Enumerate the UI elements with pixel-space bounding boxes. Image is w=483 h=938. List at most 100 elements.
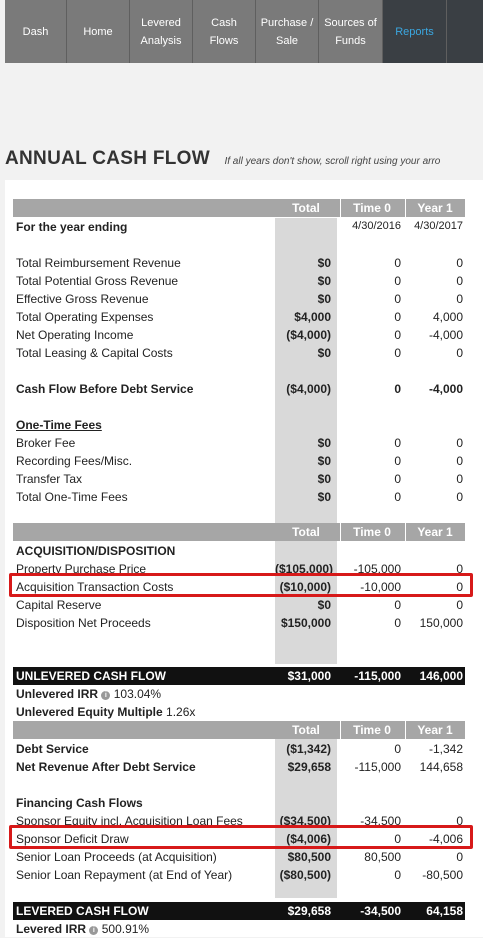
row-total: $29,658: [287, 904, 331, 918]
row-label: Debt Service: [16, 742, 89, 756]
row-total: $29,658: [287, 760, 331, 774]
row-label: Broker Fee: [16, 436, 76, 450]
row-time0: -10,000: [360, 580, 401, 594]
row-total: $31,000: [287, 669, 331, 683]
row-time0: 0: [394, 256, 401, 270]
nav-sources-of-funds[interactable]: Sources of Funds: [319, 0, 383, 63]
header-total: Total: [292, 723, 320, 737]
row-total: $0: [317, 598, 331, 612]
header-year1: Year 1: [417, 201, 453, 215]
table-row: Total Reimbursement Revenue $0 0 0: [13, 254, 465, 272]
info-icon[interactable]: i: [89, 926, 99, 935]
table-row: Total Leasing & Capital Costs $0 0 0: [13, 344, 465, 362]
total-column-shade-2: [275, 738, 337, 898]
row-label: Property Purchase Price: [16, 562, 147, 576]
table-row: Capital Reserve $0 0 0: [13, 596, 465, 614]
levered-cash-flow-row: LEVERED CASH FLOW $29,658 -34,500 64,158: [13, 902, 465, 920]
table-row: Broker Fee $0 0 0: [13, 434, 465, 452]
row-year1: -4,000: [428, 328, 463, 342]
row-year1: -1,342: [428, 742, 463, 756]
financing-heading-row: Financing Cash Flows: [13, 794, 465, 812]
nav-levered-analysis[interactable]: Levered Analysis: [130, 0, 193, 63]
unlevered-cash-flow-row: UNLEVERED CASH FLOW $31,000 -115,000 146…: [13, 667, 465, 685]
unlevered-irr-label: Unlevered IRR: [16, 687, 99, 701]
row-time0: -34,500: [360, 814, 401, 828]
row-time0: 0: [394, 292, 401, 306]
row-total: $0: [317, 472, 331, 486]
table-row: Acquisition Transaction Costs ($10,000) …: [13, 578, 465, 596]
row-label: Net Revenue After Debt Service: [16, 760, 196, 774]
nav-purchase-sale[interactable]: Purchase / Sale: [256, 0, 319, 63]
acquisition-heading-row: ACQUISITION/DISPOSITION: [13, 542, 465, 560]
row-label: Transfer Tax: [16, 472, 83, 486]
row-time0: 0: [394, 616, 401, 630]
row-time0: 0: [394, 382, 401, 396]
row-label: Capital Reserve: [16, 598, 102, 612]
info-icon[interactable]: i: [101, 691, 111, 700]
row-time0: 0: [394, 328, 401, 342]
row-label: Total Reimbursement Revenue: [16, 256, 181, 270]
header-divider: [340, 523, 341, 541]
header-total: Total: [292, 525, 320, 539]
levered-irr-label: Levered IRR: [16, 922, 87, 936]
row-total: ($80,500): [279, 868, 331, 882]
row-time0: 0: [394, 742, 401, 756]
header-year1: Year 1: [417, 723, 453, 737]
row-year1: 0: [456, 490, 463, 504]
row-year1: 150,000: [419, 616, 463, 630]
unlevered-multiple-row: Unlevered Equity Multiple 1.26x: [13, 703, 465, 721]
financing-heading: Financing Cash Flows: [16, 796, 143, 810]
row-total: ($34,500): [279, 814, 331, 828]
row-time0: -115,000: [354, 669, 401, 683]
row-time0: 0: [394, 346, 401, 360]
row-label: Net Operating Income: [16, 328, 134, 342]
table-row: Property Purchase Price ($105,000) -105,…: [13, 560, 465, 578]
row-year1: 0: [456, 472, 463, 486]
row-total: $80,500: [287, 850, 331, 864]
row-year1: 0: [456, 598, 463, 612]
row-time0: 0: [394, 310, 401, 324]
top-nav: Dash Home Levered Analysis Cash Flows Pu…: [5, 0, 483, 63]
row-total: $0: [317, 274, 331, 288]
row-year1: 0: [456, 850, 463, 864]
levered-irr-value: 500.91%: [101, 922, 150, 936]
row-time0: 0: [394, 454, 401, 468]
table-row: Senior Loan Proceeds (at Acquisition) $8…: [13, 848, 465, 866]
fees-heading-row: One-Time Fees: [13, 416, 465, 434]
nav-reports[interactable]: Reports: [383, 0, 447, 63]
cash-flow-panel: [5, 180, 483, 937]
row-year1: 4,000: [432, 310, 463, 324]
column-header-2: Total Time 0 Year 1: [13, 523, 465, 541]
row-year1: -4,006: [428, 832, 463, 846]
row-label: Recording Fees/Misc.: [16, 454, 133, 468]
row-total: ($10,000): [279, 580, 331, 594]
page-title: ANNUAL CASH FLOW: [5, 148, 210, 169]
row-year1: 0: [456, 274, 463, 288]
row-label: Senior Loan Repayment (at End of Year): [16, 868, 233, 882]
nav-purchase-sale-label: Purchase / Sale: [260, 16, 314, 47]
header-divider: [340, 199, 341, 217]
header-divider: [405, 523, 406, 541]
row-total: ($4,000): [286, 328, 331, 342]
nav-dash[interactable]: Dash: [5, 0, 67, 63]
table-row: Sponsor Equity incl. Acquisition Loan Fe…: [13, 812, 465, 830]
row-time0: 0: [394, 490, 401, 504]
row-total: $150,000: [280, 616, 331, 630]
row-total: $4,000: [294, 310, 331, 324]
table-row: Total One-Time Fees $0 0 0: [13, 488, 465, 506]
unlevered-multiple-value: 1.26x: [166, 705, 196, 719]
table-row: Recording Fees/Misc. $0 0 0: [13, 452, 465, 470]
period-time0: 4/30/2016: [352, 220, 401, 232]
row-time0: 80,500: [364, 850, 401, 864]
row-label: UNLEVERED CASH FLOW: [16, 669, 166, 683]
acquisition-heading: ACQUISITION/DISPOSITION: [16, 544, 176, 558]
fees-heading: One-Time Fees: [16, 418, 102, 432]
nav-cash-flows[interactable]: Cash Flows: [193, 0, 256, 63]
row-year1: 146,000: [419, 669, 463, 683]
row-total: $0: [317, 490, 331, 504]
row-year1: 64,158: [426, 904, 463, 918]
table-row: Effective Gross Revenue $0 0 0: [13, 290, 465, 308]
cfbds-row: Cash Flow Before Debt Service ($4,000) 0…: [13, 380, 465, 398]
nav-home[interactable]: Home: [67, 0, 130, 63]
total-column-shade-1: [275, 218, 337, 664]
